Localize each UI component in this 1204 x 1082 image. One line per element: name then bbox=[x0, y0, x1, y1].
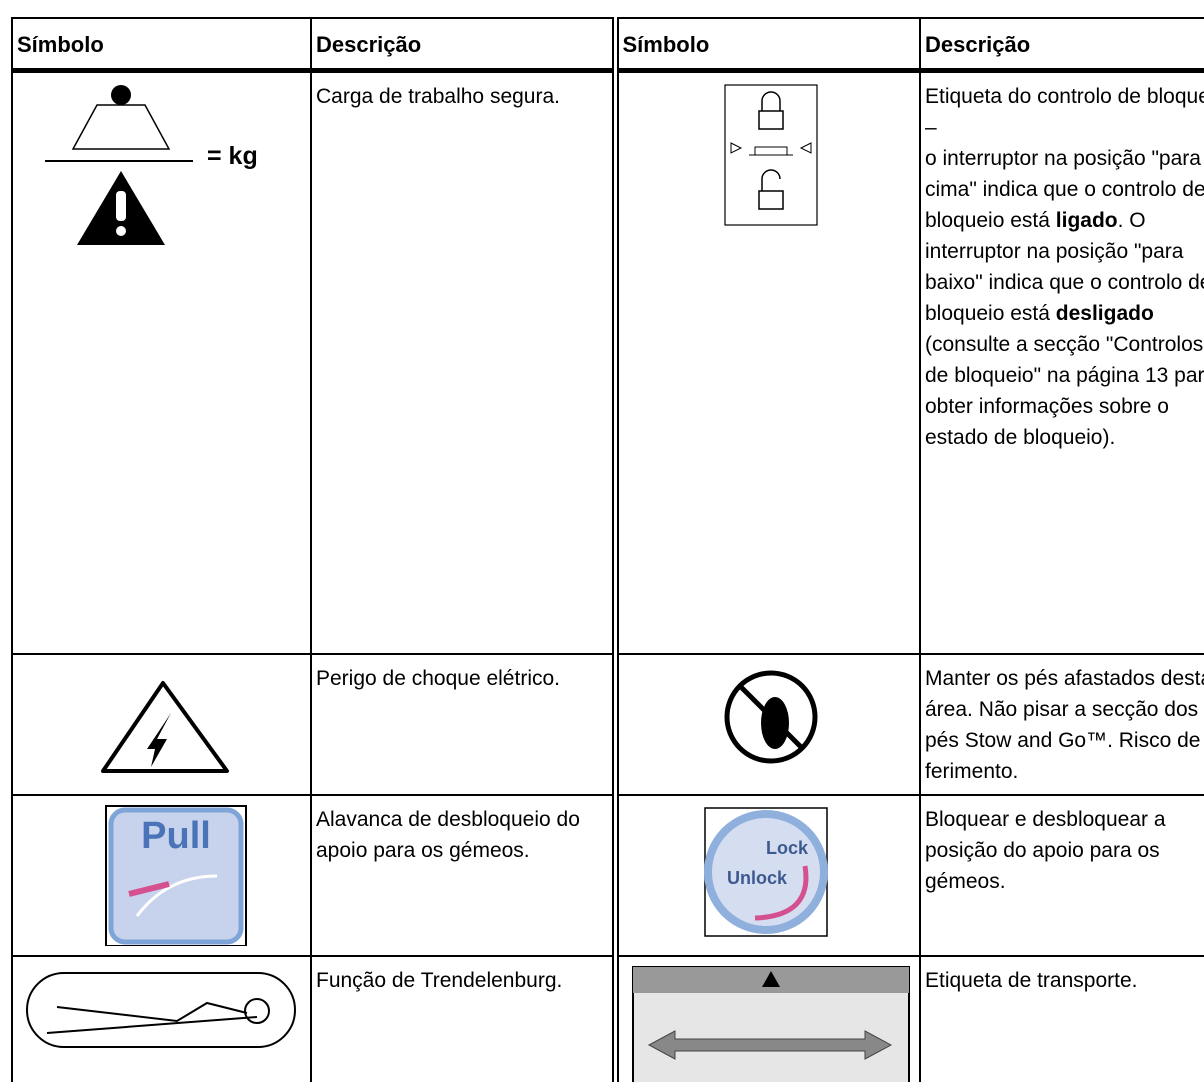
description: Etiqueta do controlo de bloqueio – bbox=[925, 85, 1204, 139]
description: . O interruptor na posição "para baixo" … bbox=[925, 209, 1204, 325]
safe-load-icon: = kg bbox=[44, 85, 258, 245]
lock-unlock-icon: Lock Unlock bbox=[703, 806, 828, 937]
table-row: Pull Alavanca de desbloqueio do apoio pa… bbox=[11, 793, 1204, 957]
no-step-icon bbox=[724, 670, 818, 763]
description-cell: Função de Trendelenburg. bbox=[310, 954, 619, 1082]
header-cell: Símbolo bbox=[614, 17, 921, 73]
description: Etiqueta de transporte. bbox=[925, 968, 1138, 992]
shock-hazard-icon bbox=[100, 680, 229, 773]
description: Perigo de choque elétrico. bbox=[316, 666, 560, 690]
table-row: = kg Carga de trabalho segura. Etiqueta … bbox=[11, 69, 1204, 655]
symbol-label: Pull bbox=[141, 815, 211, 857]
symbol-cell bbox=[11, 652, 312, 796]
symbol-cell: Lock Unlock bbox=[614, 793, 921, 957]
symbol-cell bbox=[11, 954, 312, 1082]
description: o interruptor na posição "para cima" ind… bbox=[925, 147, 1204, 232]
description: Manter os pés afastados desta área. Não … bbox=[925, 666, 1204, 783]
transport-icon bbox=[631, 965, 910, 1082]
symbol-cell bbox=[614, 652, 921, 796]
lock-control-icon bbox=[724, 84, 818, 226]
description: Bloquear e desbloquear a posição do apoi… bbox=[925, 807, 1166, 893]
table-row: Função de Trendelenburg. Etiqueta de tra… bbox=[11, 954, 1204, 1082]
description-cell: Bloquear e desbloquear a posição do apoi… bbox=[919, 793, 1204, 957]
description-cell: Alavanca de desbloqueio do apoio para os… bbox=[310, 793, 619, 957]
table-row: Perigo de choque elétrico. Manter os pés… bbox=[11, 652, 1204, 796]
symbol-cell bbox=[614, 69, 921, 655]
symbol-cell bbox=[614, 954, 921, 1082]
header-row: Símbolo Descrição Símbolo Descrição bbox=[11, 17, 1204, 73]
pull-icon: Pull bbox=[104, 804, 247, 947]
symbol-table: Símbolo Descrição Símbolo Descrição = kg… bbox=[11, 17, 1204, 1082]
description-cell: Etiqueta de transporte. bbox=[919, 954, 1204, 1082]
description: (consulte a secção "Controlos de bloquei… bbox=[925, 333, 1204, 449]
description: Função de Trendelenburg. bbox=[316, 968, 563, 992]
symbol-label: = kg bbox=[207, 142, 258, 170]
description-bold: ligado bbox=[1055, 209, 1118, 232]
description: Carga de trabalho segura. bbox=[316, 85, 560, 108]
header-cell: Símbolo bbox=[11, 17, 312, 73]
description: Alavanca de desbloqueio do apoio para os… bbox=[316, 807, 580, 862]
description-cell: Perigo de choque elétrico. bbox=[310, 652, 619, 796]
trendelenburg-icon bbox=[25, 971, 296, 1048]
description-cell: Carga de trabalho segura. bbox=[310, 69, 619, 655]
description-cell: Manter os pés afastados desta área. Não … bbox=[919, 652, 1204, 796]
description-cell: Etiqueta do controlo de bloqueio – o inte… bbox=[919, 69, 1204, 655]
symbol-cell: Pull bbox=[11, 793, 312, 957]
symbol-label: Lock bbox=[766, 838, 809, 858]
header-cell: Descrição bbox=[919, 17, 1204, 73]
description-bold: desligado bbox=[1055, 302, 1154, 325]
header-cell: Descrição bbox=[310, 17, 619, 73]
symbol-cell: = kg bbox=[11, 69, 312, 655]
symbol-label: Unlock bbox=[727, 868, 788, 888]
